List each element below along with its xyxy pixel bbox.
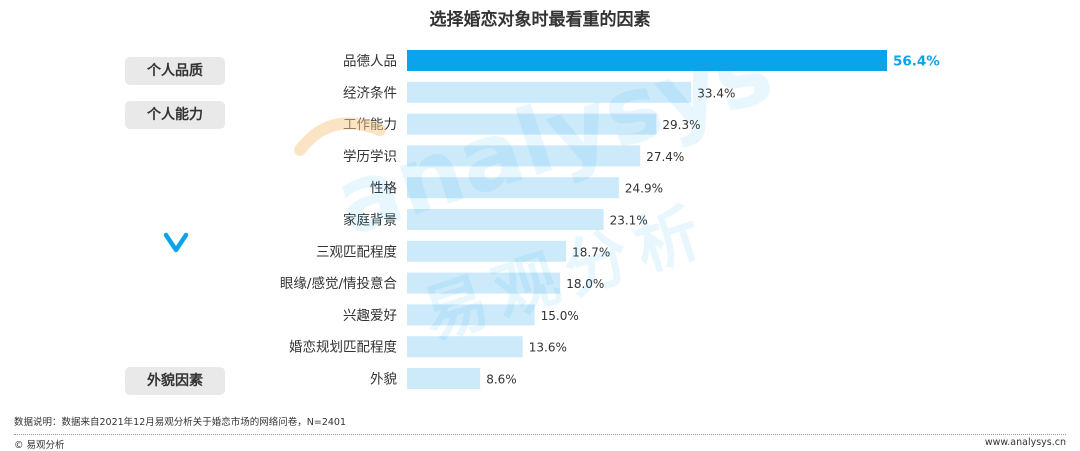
bar-6 <box>407 240 567 262</box>
category-label-3: 学历学识 <box>343 149 397 165</box>
value-label-3: 27.4% <box>646 150 684 164</box>
value-label-5: 23.1% <box>610 214 648 228</box>
footer-website: www.analysys.cn <box>984 437 1066 448</box>
bar-9 <box>407 336 523 358</box>
category-label-0: 品德人品 <box>343 54 397 70</box>
category-label-1: 经济条件 <box>343 84 397 101</box>
bar-7 <box>407 272 561 294</box>
value-label-9: 13.6% <box>529 341 567 355</box>
data-footnote: 数据说明：数据来自2021年12月易观分析关于婚恋市场的网络问卷，N=2401 <box>14 417 347 428</box>
bar-1 <box>407 81 692 103</box>
value-label-4: 24.9% <box>625 182 663 196</box>
bar-8 <box>407 304 535 326</box>
value-label-2: 29.3% <box>662 118 700 132</box>
bar-5 <box>407 209 604 230</box>
value-label-7: 18.0% <box>566 277 604 291</box>
value-label-0: 56.4% <box>893 54 940 70</box>
category-label-2: 工作能力 <box>343 117 397 133</box>
category-label-4: 性格 <box>370 181 397 197</box>
category-label-10: 外貌 <box>370 372 397 388</box>
bar-3 <box>407 145 641 167</box>
bar-10 <box>407 368 481 389</box>
category-label-8: 兴趣爱好 <box>343 308 397 324</box>
category-label-7: 眼缘/感觉/情投意合 <box>280 275 398 292</box>
chevron-down-icon <box>163 232 189 253</box>
bar-2 <box>407 113 657 135</box>
group-label-personal-quality: 个人品质 <box>125 57 225 85</box>
value-label-10: 8.6% <box>486 373 517 387</box>
chart-title: 选择婚恋对象时最看重的因素 <box>429 10 651 30</box>
group-label-appearance: 外貌因素 <box>125 367 225 395</box>
group-label-personal-ability: 个人能力 <box>125 101 225 129</box>
category-label-5: 家庭背景 <box>343 212 397 229</box>
bar-0 <box>407 50 887 71</box>
value-label-8: 15.0% <box>541 309 579 323</box>
value-label-1: 33.4% <box>697 86 735 100</box>
bar-4 <box>407 177 619 199</box>
category-label-6: 三观匹配程度 <box>316 244 397 260</box>
footer-divider <box>14 434 1066 435</box>
category-label-9: 婚恋规划匹配程度 <box>289 339 397 356</box>
value-label-6: 18.7% <box>572 245 610 259</box>
footer-copyright: © 易观分析 <box>14 440 65 451</box>
